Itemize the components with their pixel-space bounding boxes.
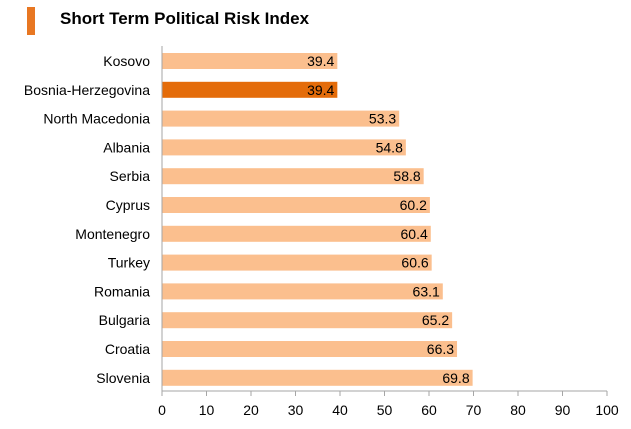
data-label: 53.3 bbox=[369, 111, 396, 127]
x-tick-label: 40 bbox=[332, 402, 348, 418]
data-label: 69.8 bbox=[442, 370, 469, 386]
category-label: Slovenia bbox=[96, 370, 150, 386]
data-label: 60.4 bbox=[401, 226, 428, 242]
category-label: Croatia bbox=[105, 341, 150, 357]
data-label: 65.2 bbox=[422, 312, 449, 328]
bar bbox=[162, 254, 432, 271]
title-accent-bar bbox=[27, 7, 35, 35]
bar bbox=[162, 81, 338, 98]
bar bbox=[162, 53, 338, 69]
bar bbox=[162, 312, 453, 329]
category-label: Bosnia-Herzegovina bbox=[24, 82, 150, 98]
x-tick-label: 30 bbox=[288, 402, 304, 418]
data-label: 60.6 bbox=[401, 255, 428, 271]
category-label: Kosovo bbox=[103, 53, 150, 69]
bar bbox=[162, 197, 430, 213]
data-label: 39.4 bbox=[307, 82, 334, 98]
x-tick-label: 90 bbox=[555, 402, 571, 418]
chart-header: Short Term Political Risk Index bbox=[0, 0, 631, 40]
category-label: Montenegro bbox=[75, 226, 150, 242]
bar bbox=[162, 369, 473, 386]
x-tick-label: 20 bbox=[243, 402, 259, 418]
bar bbox=[162, 110, 400, 127]
data-label: 54.8 bbox=[376, 139, 403, 155]
category-label: North Macedonia bbox=[43, 111, 150, 127]
x-tick-label: 50 bbox=[377, 402, 393, 418]
bar bbox=[162, 341, 458, 357]
bar bbox=[162, 168, 424, 185]
bar bbox=[162, 225, 431, 242]
x-tick-label: 70 bbox=[466, 402, 482, 418]
x-tick-label: 100 bbox=[595, 402, 619, 418]
category-label: Romania bbox=[94, 283, 150, 299]
data-label: 39.4 bbox=[307, 53, 334, 69]
category-label: Serbia bbox=[110, 168, 151, 184]
data-label: 58.8 bbox=[393, 168, 420, 184]
x-tick-label: 80 bbox=[510, 402, 526, 418]
category-label: Albania bbox=[103, 139, 150, 155]
x-tick-label: 60 bbox=[421, 402, 437, 418]
x-tick-label: 0 bbox=[158, 402, 166, 418]
category-label: Cyprus bbox=[106, 197, 150, 213]
data-label: 60.2 bbox=[400, 197, 427, 213]
x-tick-label: 10 bbox=[199, 402, 215, 418]
chart-title: Short Term Political Risk Index bbox=[60, 9, 310, 28]
bar bbox=[162, 139, 406, 156]
data-label: 63.1 bbox=[413, 283, 440, 299]
bar bbox=[162, 283, 443, 300]
category-label: Turkey bbox=[108, 255, 150, 271]
data-label: 66.3 bbox=[427, 341, 454, 357]
category-label: Bulgaria bbox=[99, 312, 151, 328]
